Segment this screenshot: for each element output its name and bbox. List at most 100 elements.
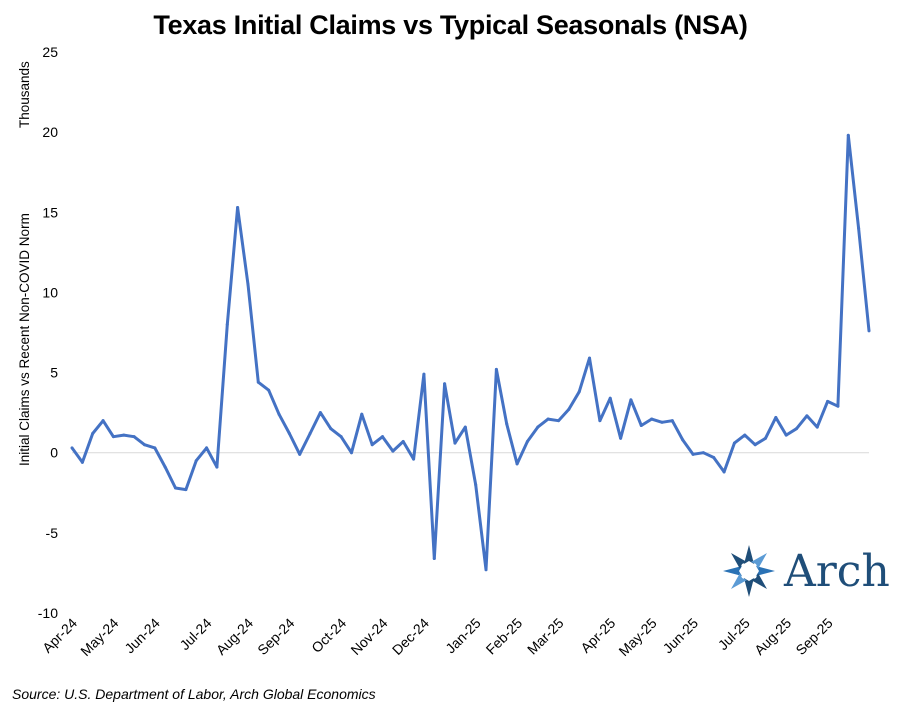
data-point xyxy=(867,329,871,333)
data-point xyxy=(225,322,229,326)
data-point xyxy=(463,425,467,429)
data-point xyxy=(194,459,198,463)
data-point xyxy=(80,460,84,464)
data-point xyxy=(639,423,643,427)
data-point xyxy=(774,415,778,419)
data-point xyxy=(598,419,602,423)
data-point xyxy=(494,367,498,371)
data-point xyxy=(70,446,74,450)
data-point xyxy=(287,431,291,435)
data-point xyxy=(132,435,136,439)
data-point xyxy=(681,438,685,442)
data-point xyxy=(453,441,457,445)
y-tick-label: 10 xyxy=(42,284,58,300)
data-point xyxy=(577,390,581,394)
x-tick-label: Oct-24 xyxy=(308,615,349,656)
x-tick-label: Sep-25 xyxy=(792,615,835,658)
data-point xyxy=(370,443,374,447)
data-point xyxy=(836,404,840,408)
data-point xyxy=(318,411,322,415)
data-point xyxy=(122,433,126,437)
data-point xyxy=(474,483,478,487)
y-tick-label: 15 xyxy=(42,204,58,220)
x-tick-label: May-24 xyxy=(77,615,121,659)
data-point xyxy=(163,465,167,469)
data-point xyxy=(101,419,105,423)
y-tick-label: -5 xyxy=(46,525,59,541)
data-point xyxy=(795,427,799,431)
source-note: Source: U.S. Department of Labor, Arch G… xyxy=(12,686,376,702)
data-point xyxy=(381,435,385,439)
data-point xyxy=(432,557,436,561)
x-tick-label: Jun-25 xyxy=(660,615,702,657)
data-point xyxy=(670,419,674,423)
data-point xyxy=(422,372,426,376)
logo-text: Arch xyxy=(783,546,890,597)
y-axis-label: Initial Claims vs Recent Non-COVID Norm xyxy=(17,213,32,466)
y-units-label: Thousands xyxy=(17,61,32,128)
data-point xyxy=(650,417,654,421)
data-point xyxy=(329,427,333,431)
data-point xyxy=(763,436,767,440)
data-point xyxy=(412,457,416,461)
data-point xyxy=(153,446,157,450)
x-tick-label: Mar-25 xyxy=(524,615,567,658)
data-point xyxy=(246,282,250,286)
y-tick-label: 25 xyxy=(42,44,58,60)
x-tick-label: Jun-24 xyxy=(121,615,163,657)
data-point xyxy=(826,399,830,403)
data-point xyxy=(236,205,240,209)
data-point xyxy=(256,380,260,384)
x-tick-label: Jul-25 xyxy=(715,615,753,653)
data-point xyxy=(505,422,509,426)
data-point xyxy=(660,420,664,424)
data-point xyxy=(391,449,395,453)
data-point xyxy=(308,431,312,435)
x-tick-label: Sep-24 xyxy=(254,615,297,658)
data-point xyxy=(805,414,809,418)
data-point xyxy=(525,439,529,443)
data-point xyxy=(174,486,178,490)
x-tick-label: Apr-25 xyxy=(577,615,618,656)
data-point xyxy=(277,412,281,416)
data-point xyxy=(349,451,353,455)
data-point xyxy=(691,452,695,456)
data-point xyxy=(546,417,550,421)
data-point xyxy=(629,398,633,402)
data-point xyxy=(142,443,146,447)
x-tick-label: Nov-24 xyxy=(347,615,390,658)
y-axis: -10 -5 0 5 10 15 20 25 xyxy=(38,44,58,621)
data-point xyxy=(515,462,519,466)
data-point xyxy=(701,451,705,455)
data-point xyxy=(784,433,788,437)
data-point xyxy=(732,441,736,445)
data-point xyxy=(743,433,747,437)
y-tick-label: -10 xyxy=(38,605,58,621)
series-line xyxy=(70,133,871,572)
data-point xyxy=(298,452,302,456)
y-tick-label: 5 xyxy=(50,365,58,381)
data-point xyxy=(401,439,405,443)
y-tick-label: 20 xyxy=(42,124,58,140)
data-point xyxy=(111,435,115,439)
data-point xyxy=(215,465,219,469)
data-point xyxy=(857,226,861,230)
data-point xyxy=(184,488,188,492)
data-point xyxy=(846,133,850,137)
data-point xyxy=(536,425,540,429)
data-point xyxy=(91,431,95,435)
data-point xyxy=(619,436,623,440)
data-point xyxy=(608,396,612,400)
data-point xyxy=(712,456,716,460)
y-tick-label: 0 xyxy=(50,445,58,461)
data-point xyxy=(588,356,592,360)
data-point xyxy=(360,412,364,416)
star-icon xyxy=(723,545,775,597)
x-tick-label: Feb-25 xyxy=(483,615,526,658)
x-tick-label: Dec-24 xyxy=(389,615,432,658)
x-tick-label: Aug-25 xyxy=(751,615,794,658)
arch-logo: Arch xyxy=(723,545,890,597)
data-point xyxy=(443,382,447,386)
x-tick-label: Jul-24 xyxy=(176,615,214,653)
